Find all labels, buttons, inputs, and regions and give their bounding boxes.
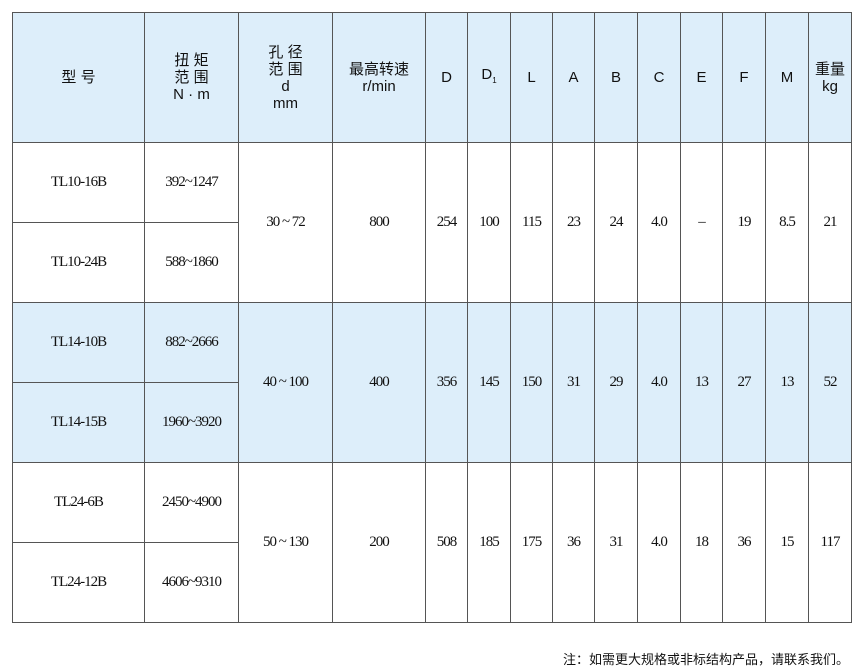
cell-bore: 30 ~ 72 [238, 142, 333, 303]
cell-d: 356 [425, 302, 468, 463]
header-A: A [552, 12, 595, 143]
cell-c: 4.0 [637, 302, 681, 463]
cell-torque: 882~2666 [144, 302, 239, 383]
cell-model: TL14-15B [12, 382, 145, 463]
cell-bore: 50 ~ 130 [238, 462, 333, 623]
table-row: TL14-15B 1960~3920 [12, 382, 852, 463]
header-D: D [425, 12, 468, 143]
cell-a: 23 [552, 142, 595, 303]
cell-b: 24 [594, 142, 638, 303]
cell-e: 18 [680, 462, 723, 623]
header-M: M [765, 12, 809, 143]
cell-torque: 1960~3920 [144, 382, 239, 463]
cell-d1: 145 [467, 302, 511, 463]
header-E: E [680, 12, 723, 143]
cell-b: 31 [594, 462, 638, 623]
cell-torque: 2450~4900 [144, 462, 239, 543]
cell-e: – [680, 142, 723, 303]
cell-d: 508 [425, 462, 468, 623]
cell-weight: 117 [808, 462, 852, 623]
cell-m: 15 [765, 462, 809, 623]
cell-f: 36 [722, 462, 766, 623]
table-row: TL24-6B 2450~4900 50 ~ 130 200 508 185 175 36 31… [12, 462, 852, 623]
cell-e: 13 [680, 302, 723, 463]
cell-bore: 40 ~ 100 [238, 302, 333, 463]
cell-l: 115 [510, 142, 553, 303]
cell-speed: 800 [332, 142, 426, 303]
cell-l: 175 [510, 462, 553, 623]
cell-a: 31 [552, 302, 595, 463]
cell-f: 19 [722, 142, 766, 303]
cell-torque: 392~1247 [144, 142, 239, 223]
header-speed: 最高转速 r/min [332, 12, 426, 143]
cell-f: 27 [722, 302, 766, 463]
cell-b: 29 [594, 302, 638, 463]
footnote: 注：如需更大规格或非标结构产品，请联系我们。 [562, 653, 849, 668]
cell-d1: 100 [467, 142, 511, 303]
header-bore: 孔 径范 围 d mm [238, 12, 333, 143]
cell-speed: 400 [332, 302, 426, 463]
cell-d: 254 [425, 142, 468, 303]
cell-weight: 52 [808, 302, 852, 463]
table-row: TL10-16B 392~1247 30 ~ 72 800 254 100 115 23 24 4… [12, 142, 852, 303]
header-model: 型 号 [12, 12, 145, 143]
header-D1: D1 [467, 12, 511, 143]
cell-c: 4.0 [637, 142, 681, 303]
cell-speed: 200 [332, 462, 426, 623]
cell-model: TL24-6B [12, 462, 145, 543]
header-B: B [594, 12, 638, 143]
cell-torque: 4606~9310 [144, 542, 239, 623]
header-C: C [637, 12, 681, 143]
cell-model: TL14-10B [12, 302, 145, 383]
cell-weight: 21 [808, 142, 852, 303]
cell-a: 36 [552, 462, 595, 623]
header-weight: 重量 kg [808, 12, 852, 143]
cell-m: 8.5 [765, 142, 809, 303]
cell-l: 150 [510, 302, 553, 463]
cell-model: TL24-12B [12, 542, 145, 623]
table-row: TL24-12B 4606~9310 [12, 542, 852, 623]
cell-m: 13 [765, 302, 809, 463]
header-L: L [510, 12, 553, 143]
cell-torque: 588~1860 [144, 222, 239, 303]
cell-c: 4.0 [637, 462, 681, 623]
table-row: TL10-24B 588~1860 [12, 222, 852, 303]
cell-d1: 185 [467, 462, 511, 623]
table-row: TL14-10B 882~2666 40 ~ 100 400 356 145 150 31 29… [12, 302, 852, 463]
cell-model: TL10-24B [12, 222, 145, 303]
header-F: F [722, 12, 766, 143]
cell-model: TL10-16B [12, 142, 145, 223]
